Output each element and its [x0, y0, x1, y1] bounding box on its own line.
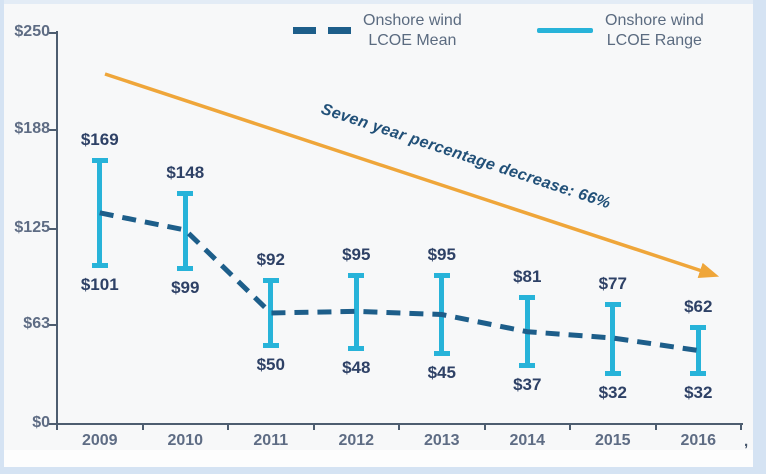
- lcoe-range-cap-bottom-2016: [690, 370, 707, 376]
- x-axis-tick: [227, 424, 229, 430]
- x-axis-tick: [312, 424, 315, 430]
- range-high-label-2015: $77: [598, 273, 627, 293]
- y-axis-tick: [49, 423, 57, 425]
- range-low-label-2012: $48: [342, 357, 371, 377]
- y-axis-label: $0: [32, 414, 50, 431]
- x-axis-label-2014: 2014: [509, 432, 546, 449]
- range-high-label-2014: $81: [513, 267, 542, 287]
- range-high-label-2010: $148: [166, 162, 205, 182]
- y-axis-tick: [49, 32, 57, 34]
- axis-footnote-mark: ,: [744, 433, 749, 450]
- below-axis-band: [4, 450, 753, 467]
- lcoe-range-cap-bottom-2015: [604, 370, 621, 376]
- lcoe-range-cap-top-2012: [348, 273, 365, 279]
- lcoe-range-bar-2015: [610, 303, 616, 374]
- x-axis-label-2010: 2010: [167, 432, 204, 449]
- lcoe-range-cap-top-2010: [177, 190, 194, 196]
- lcoe-range-cap-top-2013: [433, 273, 450, 279]
- x-axis-tick: [483, 424, 486, 430]
- y-axis-line: [56, 31, 58, 426]
- range-high-label-2012: $95: [342, 245, 371, 265]
- lcoe-range-bar-2010: [182, 192, 188, 270]
- x-axis-tick: [141, 424, 144, 430]
- x-axis-tick: [569, 424, 571, 430]
- x-axis-tick: [56, 424, 58, 430]
- lcoe-range-cap-top-2014: [519, 295, 536, 301]
- frame-bottom-strip: [0, 467, 766, 474]
- range-low-label-2009: $101: [80, 275, 119, 295]
- legend-label-line1: Onshore wind: [363, 12, 462, 29]
- legend-label-line2: LCOE Mean: [368, 31, 457, 49]
- y-axis-tick: [49, 324, 57, 327]
- frame-right-strip: [753, 0, 766, 474]
- x-axis-label-2015: 2015: [594, 432, 631, 449]
- lcoe-range-bar-2016: [695, 327, 701, 374]
- legend-label-mean: Onshore wind LCOE Mean: [363, 11, 462, 50]
- lcoe-range-cap-top-2009: [91, 157, 108, 163]
- legend-entry-mean: Onshore wind LCOE Mean: [293, 11, 462, 50]
- x-axis-label-2013: 2013: [423, 432, 460, 449]
- x-axis-tick: [654, 424, 657, 430]
- legend-label-range: Onshore wind LCOE Range: [605, 11, 704, 50]
- lcoe-range-bar-2012: [353, 275, 359, 349]
- x-axis-tick: [398, 424, 400, 430]
- range-low-label-2014: $37: [513, 375, 542, 395]
- lcoe-range-cap-bottom-2011: [262, 342, 279, 348]
- lcoe-range-bar-2009: [97, 159, 103, 267]
- lcoe-range-cap-top-2015: [604, 301, 621, 307]
- range-low-label-2015: $32: [598, 382, 627, 402]
- range-low-label-2010: $99: [171, 278, 200, 298]
- x-axis-tick: [740, 424, 742, 430]
- legend-label-line2: LCOE Range: [606, 31, 702, 49]
- range-high-label-2011: $92: [256, 250, 285, 270]
- range-high-label-2016: $62: [684, 297, 713, 317]
- range-low-label-2016: $32: [684, 382, 713, 402]
- range-low-label-2013: $45: [427, 362, 456, 382]
- x-axis-label-2016: 2016: [680, 432, 717, 449]
- chart-legend: Onshore wind LCOE Mean Onshore wind LCOE Ra…: [0, 0, 766, 60]
- y-axis-label: $250: [14, 23, 50, 40]
- y-axis-label: $63: [23, 315, 50, 333]
- y-axis-label: $188: [14, 119, 50, 137]
- x-axis-label-2009: 2009: [81, 432, 118, 449]
- y-axis-tick: [49, 128, 57, 131]
- lcoe-range-cap-top-2011: [262, 278, 279, 284]
- x-axis-label-2012: 2012: [338, 432, 375, 449]
- range-high-label-2009: $169: [80, 129, 119, 149]
- range-low-label-2011: $50: [256, 354, 285, 374]
- lcoe-range-cap-bottom-2014: [519, 363, 536, 369]
- lcoe-range-bar-2013: [439, 275, 445, 354]
- lcoe-range-bar-2011: [268, 280, 274, 346]
- frame-left-strip: [0, 0, 4, 474]
- lcoe-range-cap-bottom-2010: [177, 266, 194, 272]
- legend-entry-range: Onshore wind LCOE Range: [537, 11, 704, 50]
- y-axis-tick: [49, 227, 57, 230]
- lcoe-range-cap-bottom-2009: [91, 263, 108, 269]
- lcoe-range-bar-2014: [524, 297, 530, 367]
- lcoe-range-cap-bottom-2013: [433, 350, 450, 356]
- solid-line-swatch: [537, 28, 593, 34]
- range-high-label-2013: $95: [427, 245, 456, 265]
- lcoe-range-cap-top-2016: [690, 325, 707, 331]
- lcoe-range-cap-bottom-2012: [348, 345, 365, 351]
- legend-label-line1: Onshore wind: [605, 12, 704, 29]
- y-axis-label: $125: [14, 218, 50, 236]
- frame-top-strip: [0, 0, 766, 4]
- dashed-line-swatch: [293, 27, 351, 35]
- x-axis-label-2011: 2011: [253, 432, 289, 449]
